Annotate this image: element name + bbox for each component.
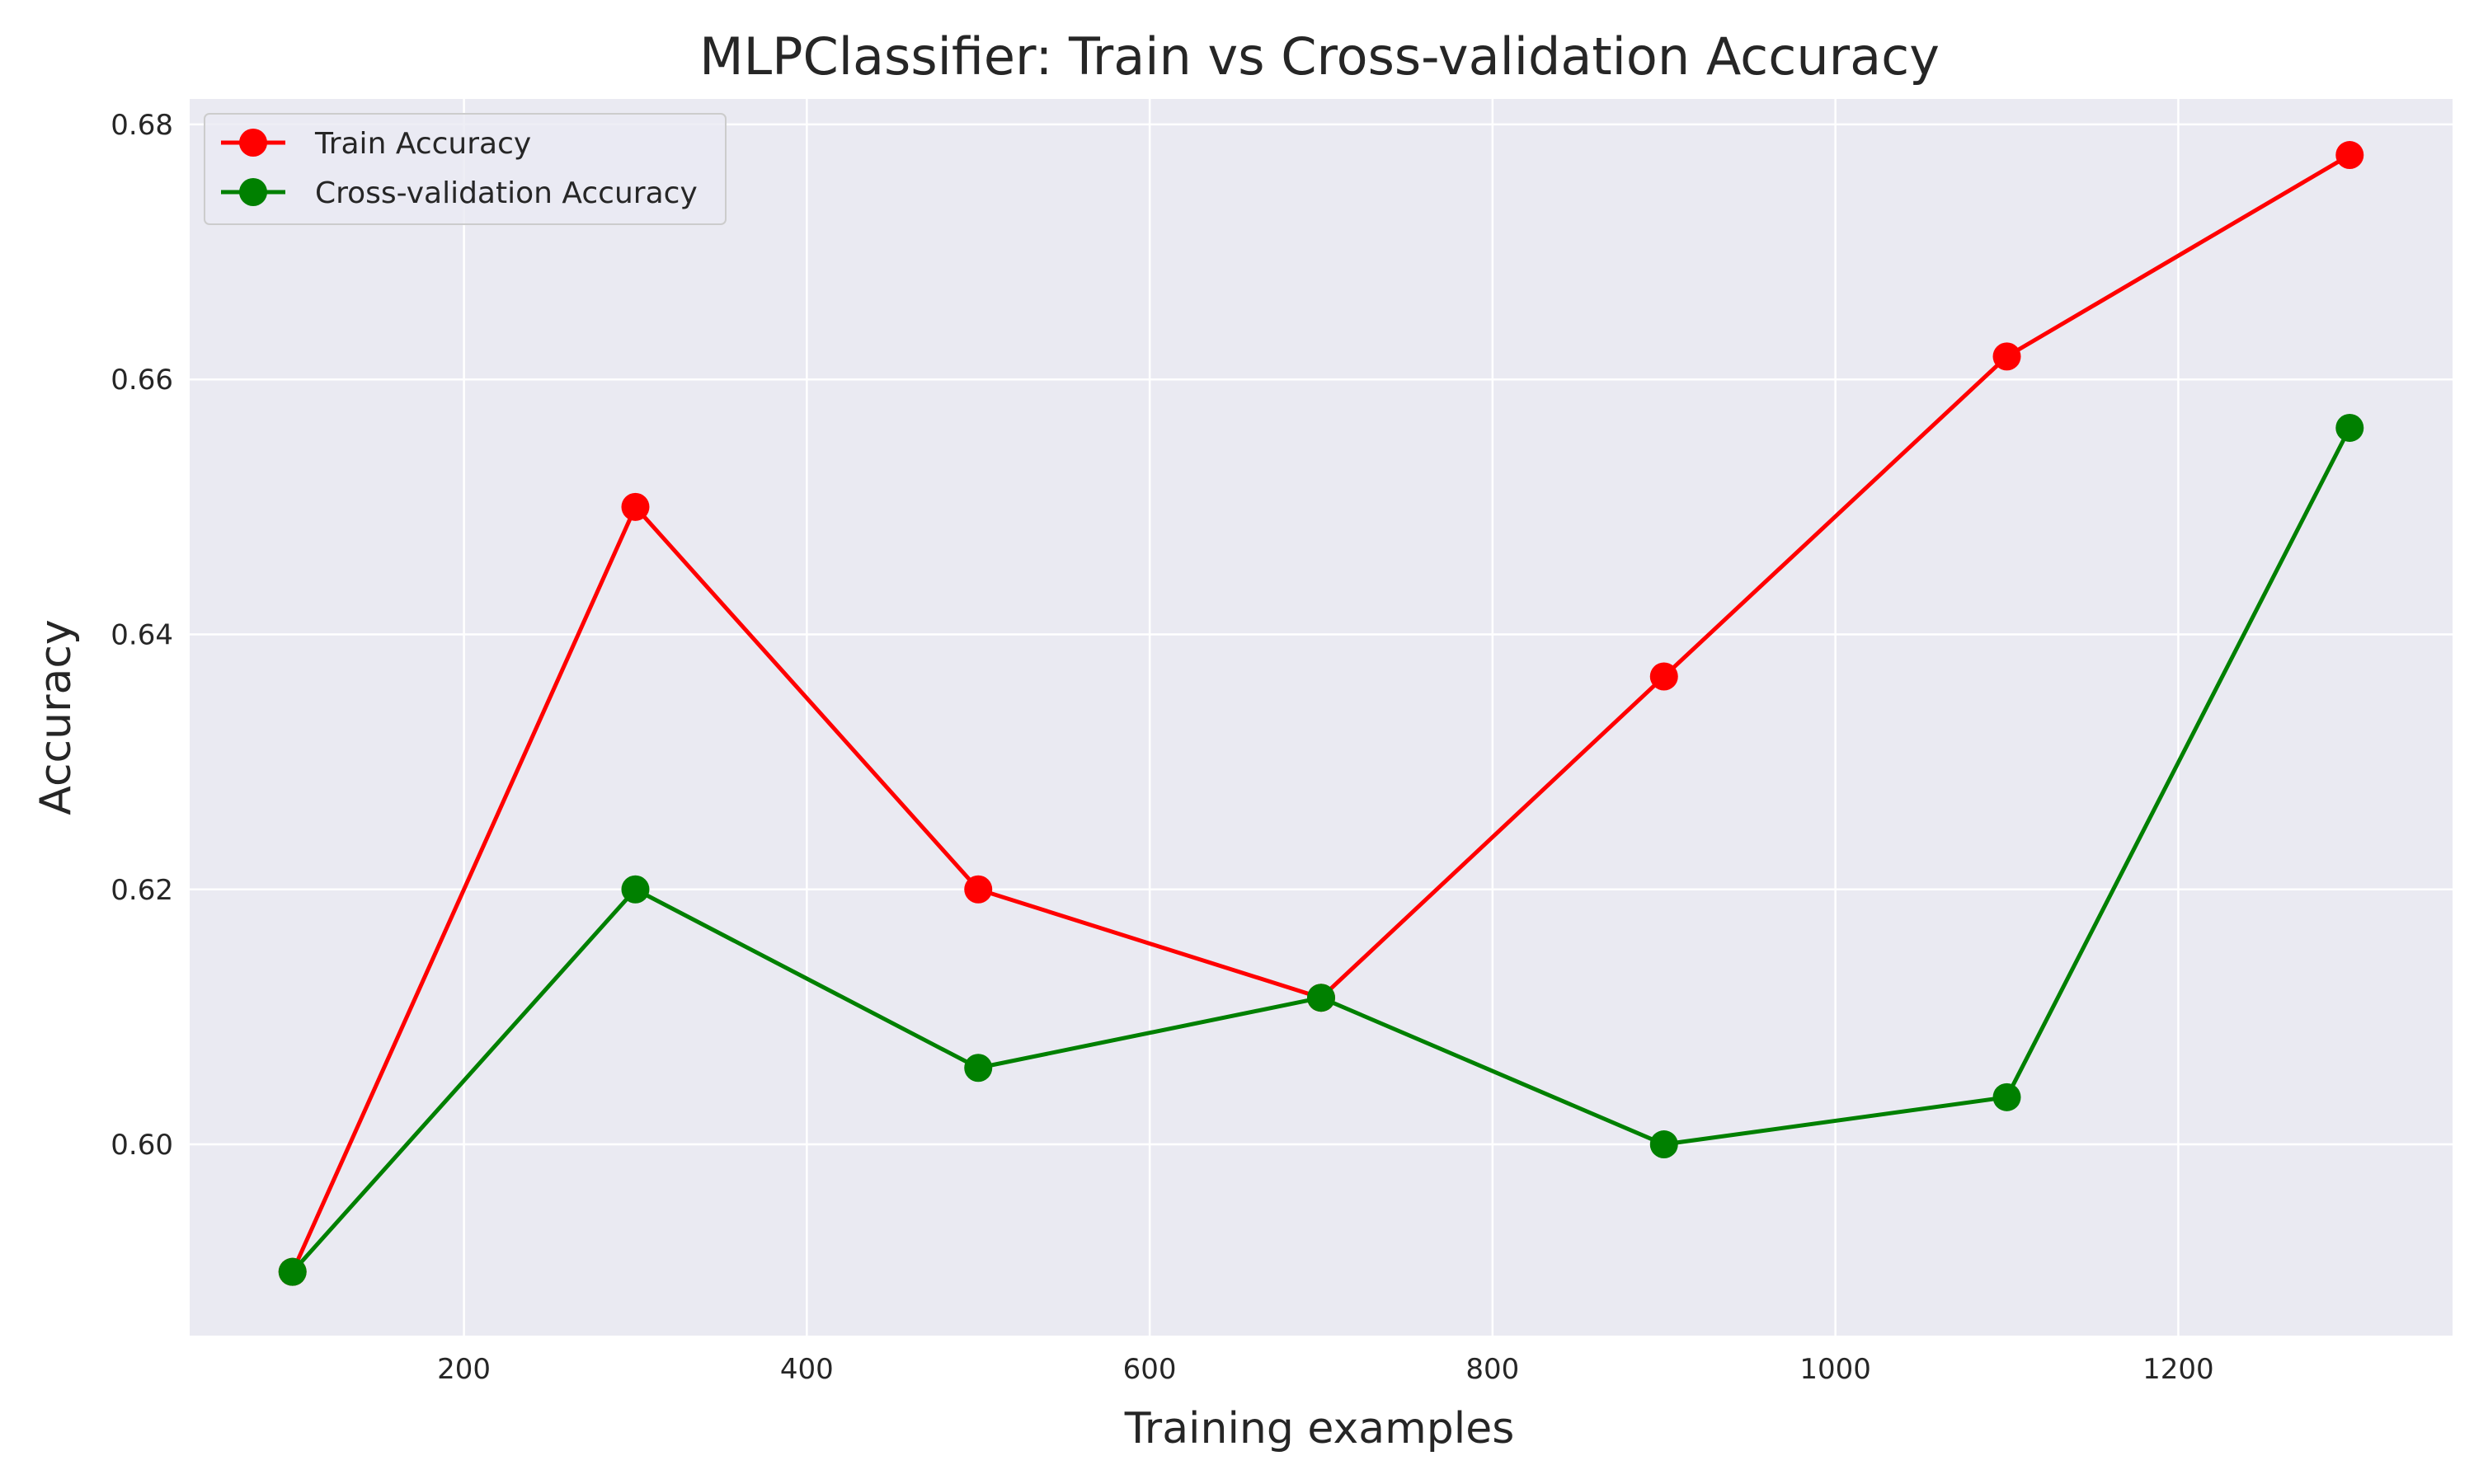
x-tick-label: 800 (1465, 1353, 1519, 1386)
y-tick-label: 0.66 (111, 364, 173, 397)
x-tick-label: 1000 (1799, 1353, 1871, 1386)
y-tick-label: 0.64 (111, 618, 173, 651)
y-tick-label: 0.62 (111, 874, 173, 907)
data-point (621, 875, 650, 904)
series-layer (278, 141, 2364, 1286)
plot-background (190, 99, 2453, 1336)
data-point (964, 1054, 993, 1082)
data-point (1992, 342, 2021, 371)
data-point (1307, 984, 1335, 1012)
data-point (2335, 141, 2364, 170)
x-tick-label: 600 (1123, 1353, 1177, 1386)
data-point (621, 492, 650, 521)
series-cross-validation (278, 413, 2364, 1286)
x-tick-labels: 200 400 600 800 1000 1200 (437, 1353, 2214, 1386)
legend-marker-cv (239, 178, 267, 206)
data-point (1649, 1130, 1678, 1159)
legend: Train Accuracy Cross-validation Accuracy (204, 113, 727, 225)
x-tick-label: 200 (437, 1353, 491, 1386)
chart-title: MLPClassifier: Train vs Cross-validation… (699, 26, 1940, 87)
data-point (1992, 1082, 2021, 1111)
legend-item-cv: Cross-validation Accuracy (221, 176, 698, 210)
legend-marker-train (239, 129, 267, 157)
data-point (2335, 413, 2364, 442)
legend-item-train: Train Accuracy (221, 127, 531, 161)
data-point (278, 1257, 307, 1286)
legend-label-train: Train Accuracy (314, 127, 531, 161)
y-tick-label: 0.60 (111, 1129, 173, 1162)
y-tick-labels: 0.60 0.62 0.64 0.66 0.68 (111, 109, 173, 1162)
y-axis-label: Accuracy (31, 619, 81, 815)
legend-label-cv: Cross-validation Accuracy (315, 176, 698, 210)
y-tick-label: 0.68 (111, 109, 173, 142)
x-axis-label: Training examples (1124, 1404, 1515, 1453)
x-tick-label: 400 (780, 1353, 834, 1386)
x-tick-label: 1200 (2142, 1353, 2214, 1386)
legend-box (204, 113, 727, 225)
data-point (1649, 662, 1678, 691)
data-point (964, 875, 993, 904)
